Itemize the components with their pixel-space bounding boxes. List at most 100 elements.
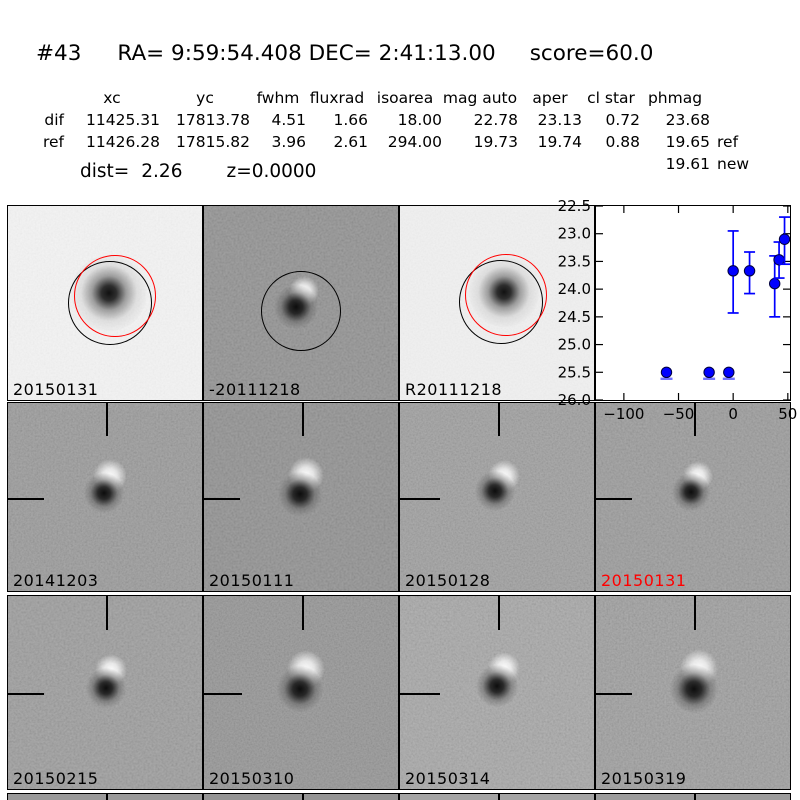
col-header-magauto: mag auto [442,89,518,107]
residual-dark-blob [278,472,322,516]
crosshair-tick-top [106,596,108,630]
row-label-dif: dif [44,111,64,129]
ref-fwhm: 3.96 [271,133,306,151]
svg-text:−50: −50 [663,405,695,423]
svg-text:0: 0 [728,405,738,423]
ref-xc: 11426.28 [86,133,160,151]
crosshair-tick-top [694,794,696,800]
crosshair-tick-top [106,794,108,800]
cutout-label: R20111218 [405,380,503,399]
ref-aper: 19.74 [537,133,582,151]
light-curve-svg: −100 −50 0 50 22.5 23.0 23.5 24.0 24.5 25.0 25.5 26… [558,197,798,423]
col-header-fluxrad: fluxrad [309,89,365,107]
cutout-ref-image: R20111218 [399,205,595,401]
cutout-label: 20150310 [209,769,295,788]
cutout-epoch: 20150215 [7,595,203,790]
page-title: #43 RA= 9:59:54.408 DEC= 2:41:13.00 score=… [36,41,653,66]
aperture-circle-red [74,255,156,337]
col-header-clstar: cl star [587,89,635,107]
crosshair-tick-top [498,596,500,630]
dif-aper: 23.13 [537,111,582,129]
dec-value: 2:41:13.00 [378,41,496,66]
svg-text:25.5: 25.5 [558,363,591,381]
dec-label: DEC= [308,41,372,66]
cutout-label: 20141203 [13,571,99,590]
aperture-circle-black [261,271,341,351]
corner-cell [28,89,64,111]
cutout-partial [7,793,203,800]
residual-dark-blob [277,666,323,712]
dist-label: dist= [80,161,130,182]
crosshair-tick-top [498,403,500,436]
score-value: 60.0 [605,41,654,66]
cutout-partial [595,793,791,800]
dif-suffix [710,111,762,133]
col-header-fwhm: fwhm [256,89,300,107]
score-label: score= [529,41,606,66]
cutout-new-image: 20150131 [7,205,203,401]
dif-isoarea: 18.00 [397,111,442,129]
ref-magauto: 19.73 [473,133,518,151]
z-value: 0.0000 [251,161,317,182]
crosshair-tick-top [302,403,304,436]
cutout-epoch: 20150310 [203,595,399,790]
residual-dark-blob [84,473,124,513]
dif-xc: 11425.31 [86,111,160,129]
residual-dark-blob [672,473,710,511]
crosshair-tick-left [8,498,44,500]
measurement-table: xc yc fwhm fluxrad isoarea mag auto aper… [28,89,762,177]
ref-suffix: ref [717,133,739,151]
cutout-epoch: 20150128 [399,402,595,592]
dist-value: 2.26 [141,161,183,182]
residual-dark-blob [86,668,126,708]
header-suffix-cell [710,89,762,111]
cutout-epoch: 20150319 [595,595,791,790]
cutout-epoch: 20150314 [399,595,595,790]
svg-text:25.0: 25.0 [558,336,591,354]
col-header-xc: xc [103,89,121,107]
crosshair-tick-top [106,403,108,436]
residual-dark-blob [475,471,515,511]
candidate-number: #43 [36,41,82,66]
ra-value: 9:59:54.408 [171,41,302,66]
ref-phmag: 19.65 [665,133,710,151]
crosshair-tick-left [8,693,44,695]
cutout-label: 20150215 [13,769,99,788]
crosshair-tick-left [400,498,440,500]
crosshair-tick-top [694,403,696,436]
svg-text:50: 50 [778,405,797,423]
col-header-yc: yc [196,89,214,107]
dif-clstar: 0.72 [605,111,640,129]
crosshair-tick-top [694,596,696,630]
crosshair-tick-left [400,693,440,695]
dist-z-line: dist= 2.26 z=0.0000 [80,161,316,182]
col-header-phmag: phmag [647,89,703,107]
ref-fluxrad: 2.61 [333,133,368,151]
dif-fwhm: 4.51 [271,111,306,129]
crosshair-tick-top [302,794,304,800]
cutout-label: 20150319 [601,769,687,788]
crosshair-tick-top [498,794,500,800]
dif-magauto: 22.78 [473,111,518,129]
cutout-partial [399,793,595,800]
cutout-label: 20150111 [209,571,295,590]
crosshair-tick-left [204,498,240,500]
cutout-label: 20150128 [405,571,491,590]
ref-isoarea: 294.00 [387,133,442,151]
dif-yc: 17813.78 [176,111,250,129]
crosshair-tick-left [596,693,632,695]
row-label-ref: ref [42,133,64,151]
col-header-isoarea: isoarea [376,89,434,107]
cutout-diff-image: -20111218 [203,205,399,401]
new-phmag-suffix: new [717,155,750,173]
svg-text:23.0: 23.0 [558,225,591,243]
dif-fluxrad: 1.66 [333,111,368,129]
residual-dark-blob [476,665,518,707]
svg-text:23.5: 23.5 [558,252,591,270]
ref-yc: 17815.82 [176,133,250,151]
cutout-epoch: 20141203 [7,402,203,592]
ref-clstar: 0.88 [605,133,640,151]
cutout-label-highlighted: 20150131 [601,571,687,590]
z-label: z= [226,161,252,182]
